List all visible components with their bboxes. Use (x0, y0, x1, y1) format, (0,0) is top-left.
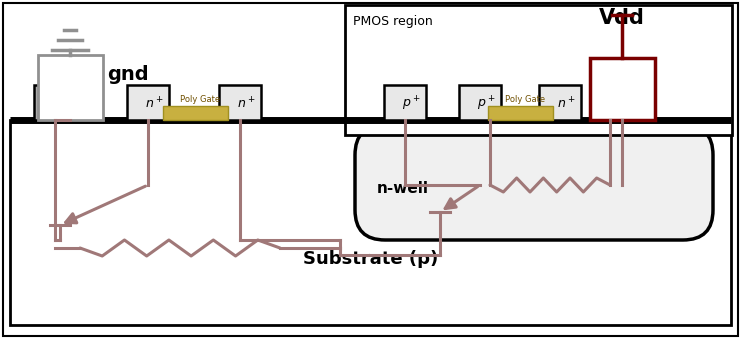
Text: $p^+$: $p^+$ (402, 95, 421, 114)
Text: $n^+$: $n^+$ (557, 97, 576, 112)
Text: $n^+$: $n^+$ (145, 97, 164, 112)
Bar (384, 85, 426, 120)
Bar (34, 85, 76, 120)
Text: $p^+$: $p^+$ (477, 95, 496, 114)
Bar (488, 106, 553, 120)
Bar (590, 58, 654, 120)
Text: gnd: gnd (107, 65, 149, 84)
Bar (345, 5, 732, 135)
Text: Poly Gate: Poly Gate (505, 95, 545, 104)
Bar (601, 85, 643, 120)
Text: n-well: n-well (377, 181, 429, 196)
Text: $n^+$: $n^+$ (237, 97, 256, 112)
Bar (459, 85, 501, 120)
Bar (38, 55, 102, 120)
Bar (127, 85, 169, 120)
Bar (539, 85, 581, 120)
FancyBboxPatch shape (355, 125, 713, 240)
Text: $p^+$: $p^+$ (52, 95, 70, 114)
Bar (10, 120, 731, 325)
Bar (162, 106, 227, 120)
Text: Vdd: Vdd (599, 8, 645, 28)
Text: Substrate (p): Substrate (p) (303, 251, 438, 268)
Text: Poly Gate: Poly Gate (180, 95, 220, 104)
Bar (219, 85, 261, 120)
Text: PMOS region: PMOS region (353, 15, 433, 28)
